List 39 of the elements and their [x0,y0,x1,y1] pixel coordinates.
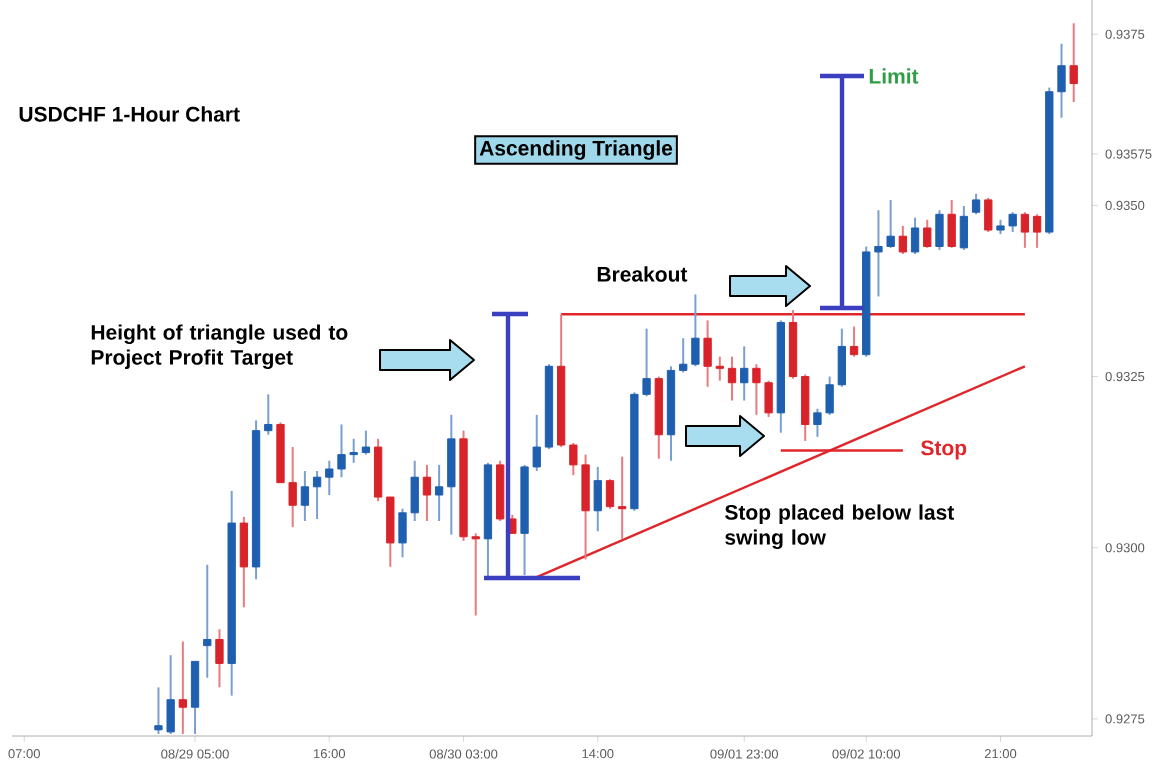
candlestick [935,209,944,251]
annotation: Stop placed below last swing low [725,504,955,550]
candlestick [361,429,371,456]
annotation: Ascending Triangle [479,140,673,160]
candlestick [959,205,969,251]
candlestick [1020,211,1030,249]
text: USDCHF 1-Hour Chart [19,106,240,122]
candlestick [898,224,908,255]
candlestick [239,515,249,609]
candlestick [1032,213,1042,249]
candlestick [727,355,737,402]
candlestick [947,198,956,249]
annotation: Height of triangle used to Project Profit Target [91,324,348,370]
candlestick [178,640,188,735]
candlestick [923,218,932,249]
candlestick [984,196,993,234]
candlestick [801,373,810,442]
candlestick [605,478,615,510]
candlestick [1069,22,1078,104]
candlestick [203,563,212,679]
candlestick [312,470,322,520]
candlestick [215,628,224,689]
candlestick [447,413,456,536]
candlestick [740,345,749,402]
candlestick [300,470,310,523]
candlestick [190,660,200,735]
annotation: Limit [869,68,919,84]
candlestick [910,216,920,255]
candlestick [434,463,444,523]
candlestick [593,465,602,533]
annotation: Stop [921,440,967,460]
candlestick [422,463,432,523]
candlestick [264,393,273,436]
annotation: Breakout [597,266,688,282]
candlestick [618,455,627,540]
candlestick [971,192,981,216]
candlestick [386,496,395,568]
candlestick [849,325,859,358]
candlestick [837,327,846,388]
